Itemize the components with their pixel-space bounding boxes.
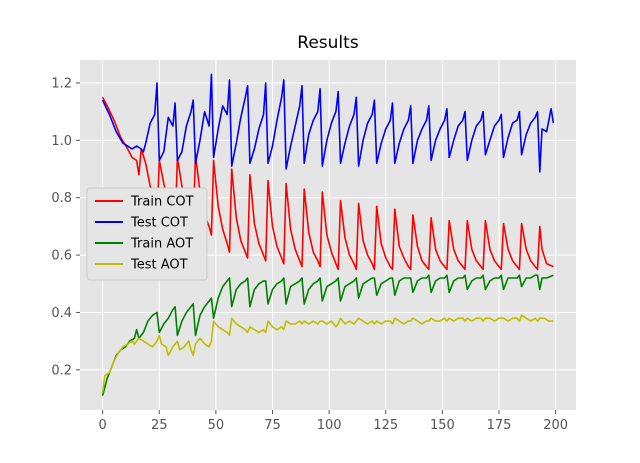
x-tick-label: 50 <box>208 418 225 433</box>
y-tick-label: 0.4 <box>51 306 72 321</box>
legend-label-test-cot: Test COT <box>130 216 188 231</box>
x-tick-label: 175 <box>487 418 512 433</box>
legend-label-train-aot: Train AOT <box>130 237 193 252</box>
x-tick-label: 25 <box>151 418 168 433</box>
y-tick-label: 1.0 <box>51 134 72 149</box>
y-tick-label: 0.8 <box>51 191 72 206</box>
x-tick-label: 75 <box>264 418 281 433</box>
legend-label-train-cot: Train COT <box>130 195 194 210</box>
x-tick-label: 125 <box>373 418 398 433</box>
chart-title: Results <box>297 33 359 53</box>
legend-label-test-aot: Test AOT <box>130 258 188 273</box>
x-tick-label: 100 <box>317 418 342 433</box>
legend: Train COT Test COT Train AOT Test AOT <box>87 188 207 280</box>
x-tick-label: 150 <box>430 418 455 433</box>
y-tick-label: 0.6 <box>51 249 72 264</box>
y-tick-label: 0.2 <box>51 363 72 378</box>
x-tick-label: 200 <box>543 418 568 433</box>
x-tick-label: 0 <box>99 418 107 433</box>
y-tick-label: 1.2 <box>51 76 72 91</box>
